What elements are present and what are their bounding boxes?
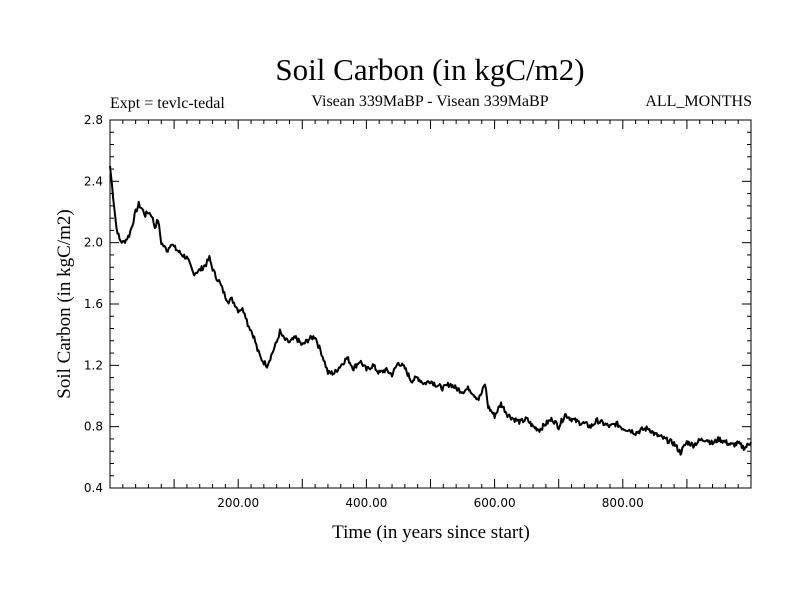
- x-tick-label: 600.00: [474, 496, 516, 510]
- chart-title: Soil Carbon (in kgC/m2): [275, 52, 584, 87]
- experiment-label: Expt = tevlc-tedal: [110, 95, 225, 112]
- y-tick-label: 2.4: [84, 174, 103, 188]
- y-tick-label: 1.6: [84, 297, 103, 311]
- y-axis-label: Soil Carbon (in kgC/m2): [54, 209, 75, 398]
- y-tick-label: 2.8: [84, 113, 103, 127]
- y-tick-label: 0.4: [84, 481, 103, 495]
- axis-ticks: 0.4 0.8 1.2 1.6 2.0 2.4 2.8 200.00 400.00 600.00 8…: [84, 113, 752, 510]
- y-tick-label: 0.8: [84, 420, 103, 434]
- series-line-soil-carbon: [109, 165, 752, 456]
- x-tick-label: 400.00: [345, 496, 387, 510]
- x-axis-label: Time (in years since start): [332, 522, 530, 543]
- y-tick-label: 2.0: [84, 236, 103, 250]
- series-layer: [109, 165, 752, 456]
- x-tick-label: 200.00: [217, 496, 259, 510]
- y-tick-label: 1.2: [84, 358, 103, 372]
- months-label: ALL_MONTHS: [645, 93, 752, 110]
- comparison-label: Visean 339MaBP - Visean 339MaBP: [311, 93, 548, 110]
- x-tick-label: 800.00: [602, 496, 644, 510]
